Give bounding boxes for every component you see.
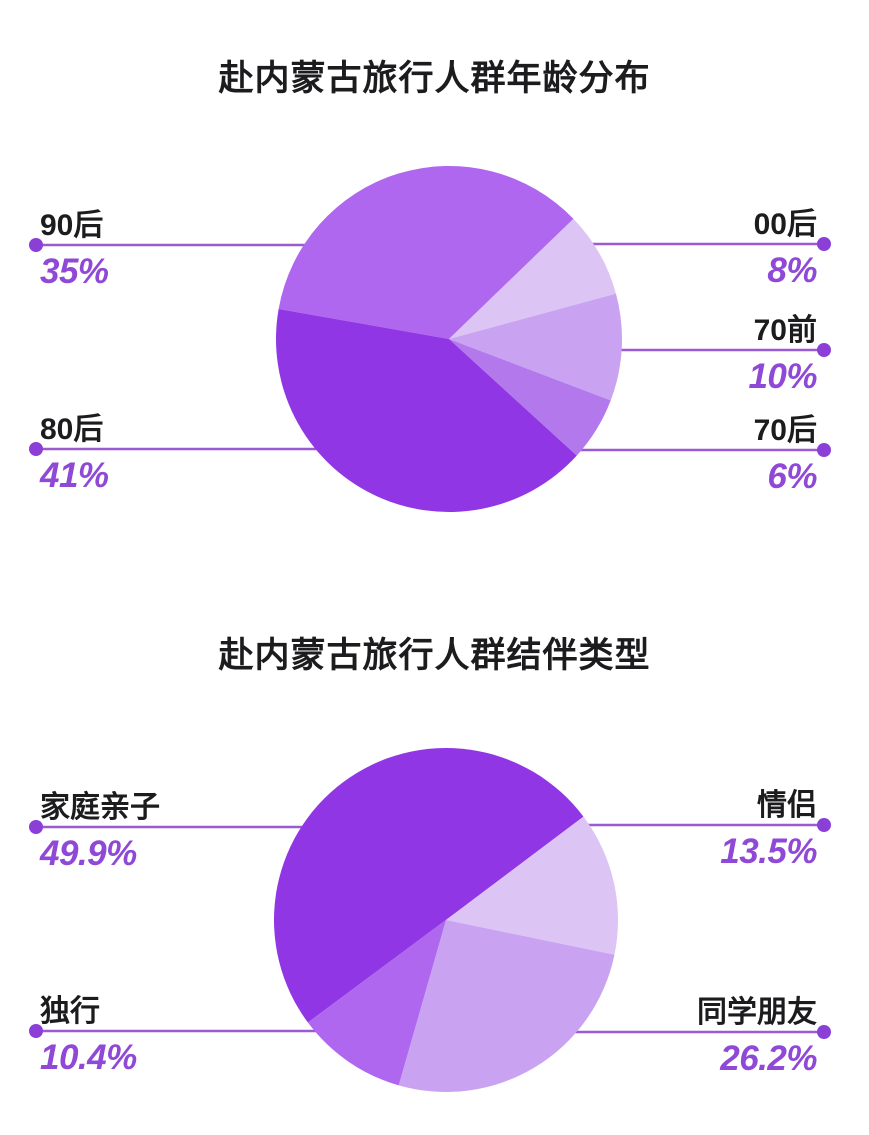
slice-value: 49.9% (40, 834, 137, 873)
connector-dot (817, 237, 831, 251)
slice-value: 41% (40, 456, 109, 495)
slice-label: 家庭亲子 (40, 791, 160, 824)
slice-label: 90后 (40, 209, 104, 242)
pie-slice (276, 308, 577, 512)
connector-dot (29, 820, 43, 834)
slice-label: 同学朋友 (697, 996, 817, 1029)
slice-label: 70前 (753, 314, 817, 347)
slice-value: 26.2% (720, 1039, 817, 1078)
slice-value: 6% (767, 457, 817, 496)
chart1-title: 赴内蒙古旅行人群年龄分布 (218, 59, 651, 98)
connector-dot (817, 343, 831, 357)
slice-value: 8% (767, 251, 817, 290)
connector-dot (29, 442, 43, 456)
slice-value: 13.5% (720, 832, 817, 871)
pie-slice (398, 920, 615, 1092)
connector-dot (29, 1024, 43, 1038)
slice-value: 35% (40, 252, 109, 291)
pie-slice (449, 218, 616, 339)
pie-slice (449, 293, 623, 401)
connector-dot (29, 238, 43, 252)
pie-slice (274, 748, 584, 1023)
pie-slice (307, 920, 446, 1086)
slice-value: 10% (748, 357, 817, 396)
pie-slice (449, 339, 611, 456)
chart2-title: 赴内蒙古旅行人群结伴类型 (218, 636, 651, 675)
slice-value: 10.4% (40, 1038, 137, 1077)
connector-dot (817, 443, 831, 457)
connector-dot (817, 1025, 831, 1039)
slice-label: 70后 (753, 414, 817, 447)
slice-label: 80后 (40, 413, 104, 446)
slice-label: 00后 (753, 208, 817, 241)
pie-slice (446, 816, 618, 955)
pie-slice (278, 165, 574, 339)
connector-dot (817, 818, 831, 832)
slice-label: 独行 (40, 995, 100, 1028)
slice-label: 情侣 (757, 789, 817, 822)
